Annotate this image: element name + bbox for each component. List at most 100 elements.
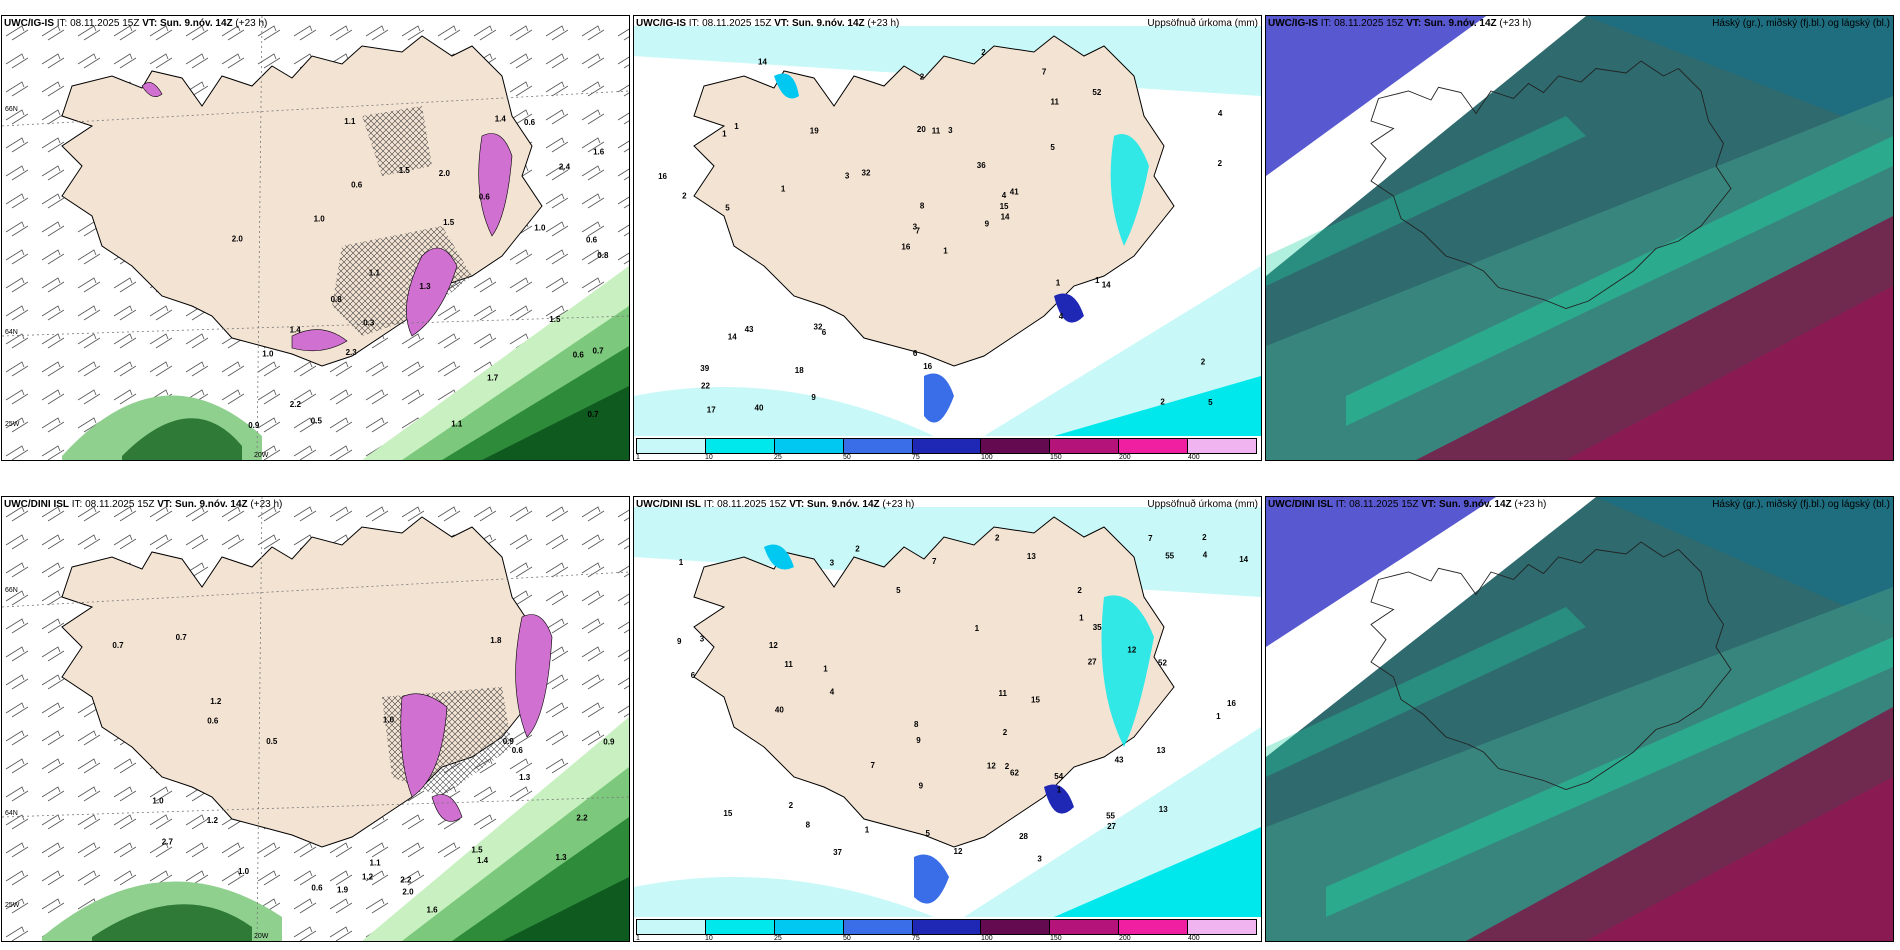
value-label: 1.0	[534, 224, 546, 233]
value-label: 14	[758, 58, 767, 67]
value-label: 1.1	[369, 268, 381, 277]
value-label: 16	[1227, 699, 1236, 708]
value-label: 11	[999, 689, 1008, 698]
colorbar: 1 10 25 50 75 100 150 200 400	[636, 919, 1257, 942]
value-label: 1.6	[427, 906, 439, 915]
colorbar-tick-label: 400	[1187, 935, 1200, 942]
colorbar-segment	[912, 920, 982, 934]
value-label: 1.5	[471, 846, 483, 855]
value-label: 17	[707, 406, 716, 415]
value-label: 1	[943, 247, 948, 256]
value-label: 1.4	[290, 325, 302, 334]
value-label: 1	[823, 665, 828, 674]
value-label: 1.1	[370, 859, 382, 868]
value-label: 19	[810, 127, 819, 136]
value-label: 3	[1037, 855, 1042, 864]
value-label: 0.9	[248, 421, 260, 430]
colorbar-tick-label: 50	[843, 454, 851, 461]
lat-label: 64N	[5, 810, 18, 817]
value-label: 2	[995, 533, 1000, 542]
panel-bottom-left: UWC/DINI ISL IT: 08.11.2025 15Z VT: Sun.…	[1, 496, 630, 942]
value-label: 1	[1057, 786, 1062, 795]
value-label: 9	[985, 219, 990, 228]
value-label: 2	[920, 72, 925, 81]
colorbar-segment	[981, 920, 1051, 934]
colorbar-segment	[1050, 439, 1120, 453]
value-label: 4	[830, 688, 835, 697]
value-label: 7	[1148, 534, 1153, 543]
panel-header: UWC/DINI ISL IT: 08.11.2025 15Z VT: Sun.…	[636, 499, 915, 510]
value-label: 2.4	[559, 163, 571, 172]
colorbar-segment	[1119, 439, 1189, 453]
value-label: 2.2	[576, 813, 588, 822]
value-label: 4	[1002, 191, 1007, 200]
value-label: 20	[917, 125, 926, 134]
value-label: 11	[932, 126, 941, 135]
colorbar-segment	[1050, 920, 1120, 934]
value-label: 2	[1202, 533, 1207, 542]
value-label: 2.0	[232, 235, 244, 244]
colorbar-tick-label: 100	[981, 935, 993, 942]
value-label: 16	[901, 243, 910, 252]
value-label: 6	[691, 671, 696, 680]
panel-top-right: UWC/IG-IS IT: 08.11.2025 15Z VT: Sun. 9.…	[1265, 15, 1894, 461]
value-label: 0.8	[331, 295, 343, 304]
panel-header: UWC/DINI ISL IT: 08.11.2025 15Z VT: Sun.…	[4, 499, 283, 510]
panel-header: UWC/IG-IS IT: 08.11.2025 15Z VT: Sun. 9.…	[1268, 18, 1532, 29]
value-label: 0.6	[311, 883, 323, 892]
panel-top-left: UWC/IG-IS IT: 08.11.2025 15Z VT: Sun. 9.…	[1, 15, 630, 461]
value-label: 15	[1031, 695, 1040, 704]
value-label: 1.4	[495, 115, 507, 124]
value-label: 6	[913, 349, 918, 358]
wind-gust-map: 66N 64N 25W 20W 0.6 0.6 0.6 0.8 1.1 0.7 0.3 1.4…	[2, 16, 629, 460]
lat-label: 64N	[5, 329, 18, 336]
value-label: 8	[806, 821, 811, 830]
value-label: 1	[1216, 712, 1221, 721]
value-label: 1.1	[344, 117, 356, 126]
colorbar-tick-label: 25	[773, 935, 782, 942]
value-label: 13	[1027, 552, 1036, 561]
value-label: 0.6	[573, 351, 585, 360]
value-label: 62	[1010, 768, 1019, 777]
value-label: 1.3	[419, 282, 431, 291]
value-label: 8	[914, 720, 919, 729]
value-label: 1.2	[362, 872, 374, 881]
value-label: 0.5	[311, 417, 323, 426]
panel-header: UWC/IG-IS IT: 08.11.2025 15Z VT: Sun. 9.…	[636, 18, 900, 29]
value-label: 1.3	[556, 853, 568, 862]
value-label: 12	[987, 762, 996, 771]
precipitation-map: 1173946731191455416540203643322218114114…	[634, 16, 1261, 460]
value-label: 13	[1159, 805, 1168, 814]
value-label: 4	[1218, 109, 1223, 118]
colorbar-segment	[1188, 920, 1257, 934]
colorbar-tick-label: 150	[1050, 454, 1062, 461]
colorbar-segment	[705, 920, 775, 934]
value-label: 1.0	[262, 350, 274, 359]
value-label: 1.5	[549, 315, 561, 324]
value-label: 0.7	[593, 346, 605, 355]
value-label: 13	[1157, 746, 1166, 755]
value-label: 1	[1079, 614, 1084, 623]
panel-bottom-right: UWC/DINI ISL IT: 08.11.2025 15Z VT: Sun.…	[1265, 496, 1894, 942]
colorbar-segment	[912, 439, 982, 453]
lon-label: 25W	[5, 902, 20, 909]
value-label: 0.6	[479, 193, 491, 202]
value-label: 0.9	[503, 737, 515, 746]
value-label: 0.3	[363, 318, 375, 327]
value-label: 2.2	[290, 400, 302, 409]
value-label: 12	[1127, 645, 1136, 654]
colorbar-segment	[843, 920, 913, 934]
value-label: 7	[932, 557, 937, 566]
value-label: 0.9	[603, 738, 615, 747]
value-label: 1.0	[383, 715, 395, 724]
colorbar-segment	[981, 439, 1051, 453]
value-label: 0.6	[512, 746, 524, 755]
value-label: 2.0	[402, 888, 414, 897]
value-label: 2	[1218, 159, 1223, 168]
value-label: 1.0	[314, 215, 326, 224]
value-label: 0.8	[597, 251, 609, 260]
value-label: 55	[1165, 551, 1174, 560]
panel-bottom-middle: UWC/DINI ISL IT: 08.11.2025 15Z VT: Sun.…	[633, 496, 1262, 942]
